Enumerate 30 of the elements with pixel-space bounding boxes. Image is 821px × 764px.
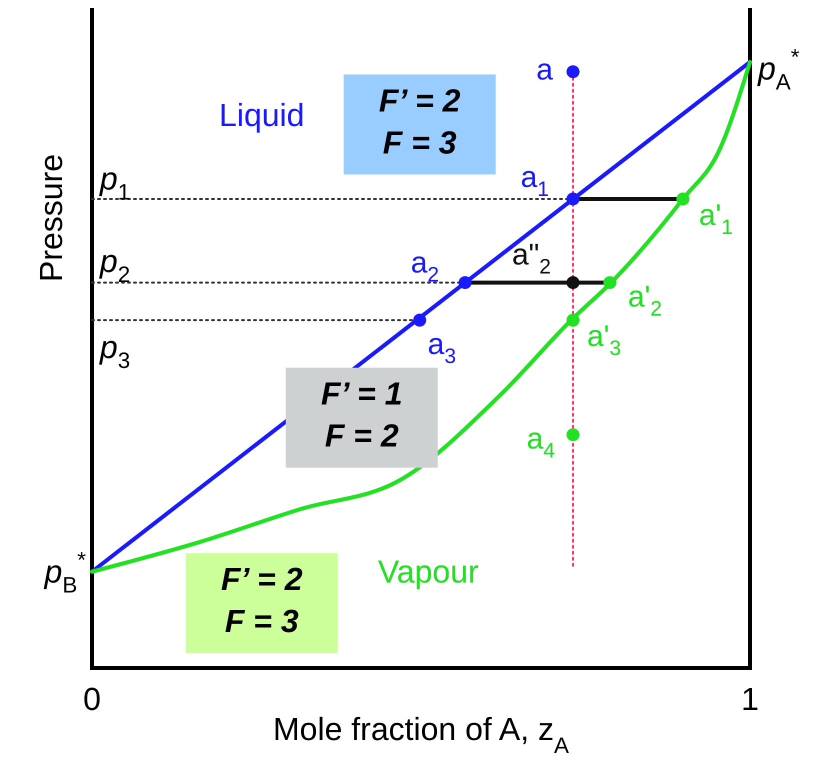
series-label: a'$_{2}$ — [628, 280, 662, 321]
series-label: a$_{2}$ — [410, 246, 440, 287]
point — [413, 314, 426, 327]
point — [566, 276, 580, 290]
annotation: p$_{1}$ — [98, 160, 130, 205]
point — [566, 314, 580, 327]
annotation: F’ = 2 F = 3 — [378, 82, 461, 161]
y-axis-title: Pressure — [33, 154, 69, 282]
annotation: F’ = 1 F = 2 — [321, 376, 403, 454]
point — [603, 276, 616, 290]
x-axis-title: Mole fraction of A, z$_{A}$ — [273, 711, 570, 758]
annotation: Liquid — [219, 97, 304, 134]
point — [676, 192, 690, 206]
series-label: a'$_{1}$ — [698, 198, 733, 240]
annotation: Vapour — [378, 554, 479, 590]
series-label: a — [536, 54, 554, 87]
annotation: p$_{2}$ — [98, 243, 130, 288]
point — [566, 65, 580, 78]
annotation: p$_{3}$ — [98, 329, 130, 374]
x-tick-label: 0 — [83, 681, 101, 717]
point — [566, 428, 580, 442]
series-label: a"$_{2}$ — [512, 238, 551, 279]
series-label: a$_{1}$ — [520, 160, 549, 202]
series-label: a$_{3}$ — [428, 328, 456, 368]
series-label: a$_{4}$ — [526, 422, 556, 463]
x-tick-label: 1 — [741, 681, 759, 717]
point — [566, 192, 580, 206]
series-label: a'$_{3}$ — [587, 320, 622, 360]
point — [458, 276, 472, 290]
annotation: F’ = 2 F = 3 — [221, 562, 303, 640]
